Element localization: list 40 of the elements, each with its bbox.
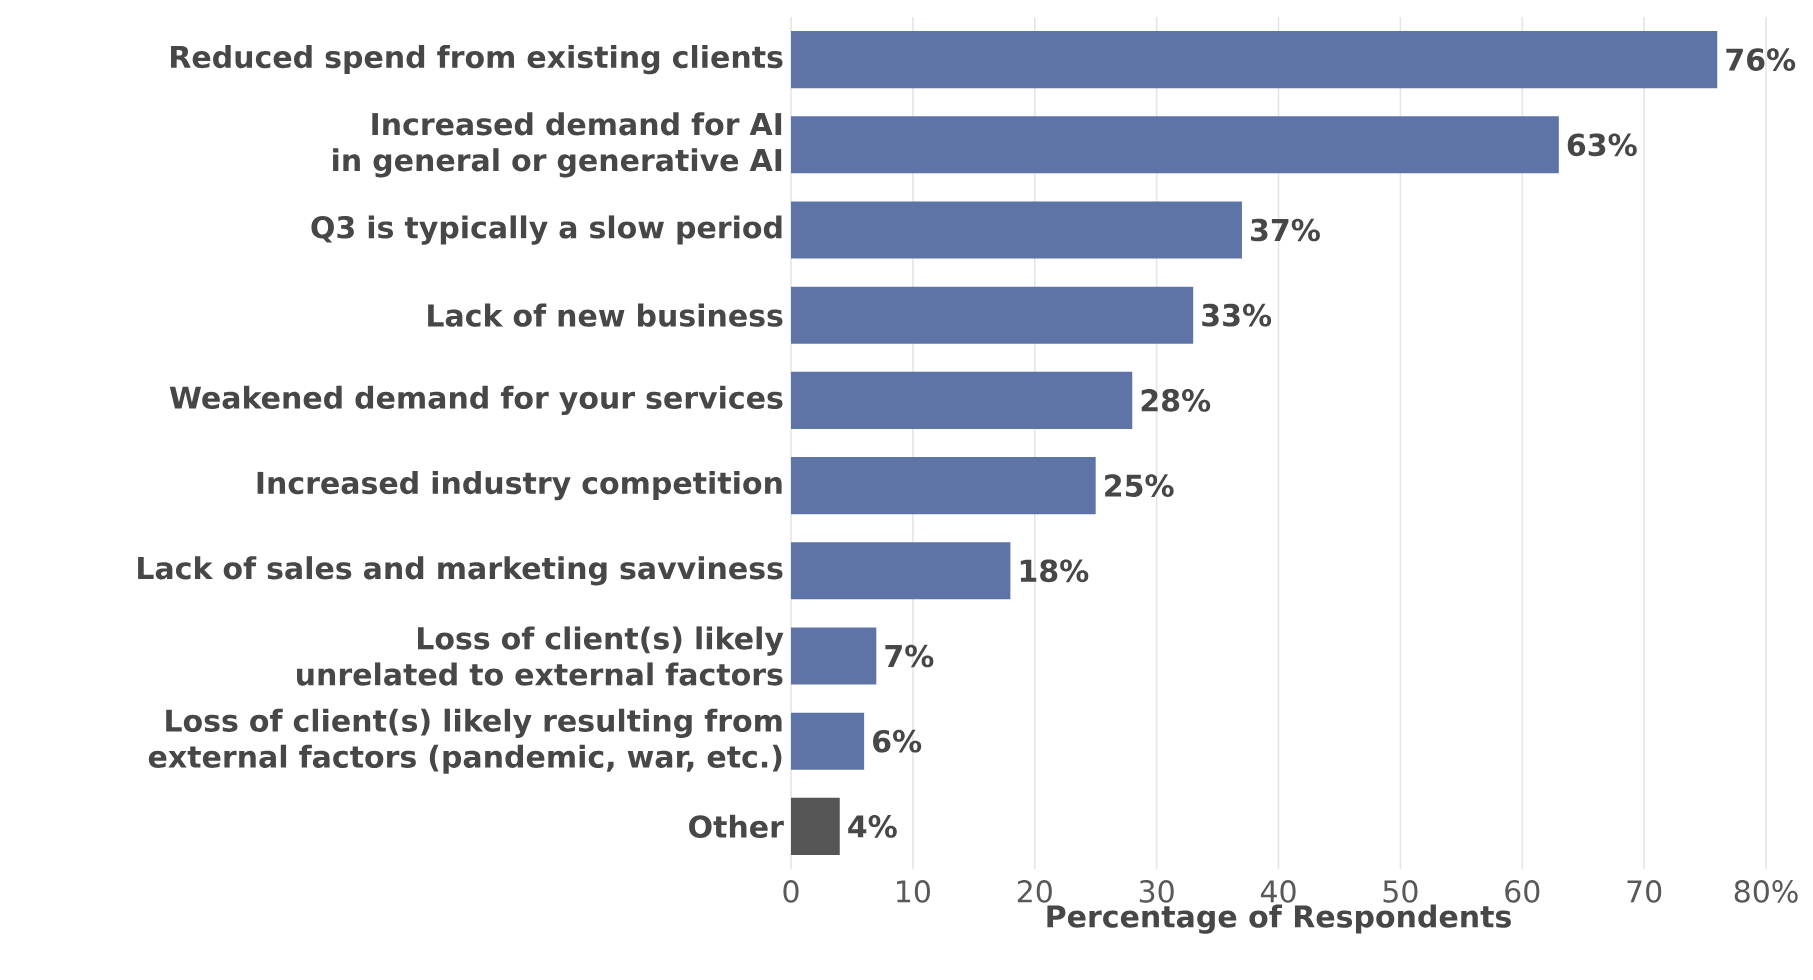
y-tick-label: Loss of client(s) likely unrelated to external factors [297,626,784,686]
x-tick-label: 60 [1505,880,1540,903]
bar [791,116,1559,174]
bar [791,627,877,685]
x-axis-title: Percentage of Respondents [1047,904,1511,934]
data-label: 4% [848,815,897,838]
y-tick-label: Other [689,814,784,839]
bar [791,457,1096,515]
x-tick-label: 0 [783,880,799,903]
data-label: 33% [1202,303,1272,327]
x-tick-label: 50 [1383,880,1418,903]
bar [791,201,1242,259]
y-tick-label: Q3 is typically a slow period [311,215,782,245]
data-label: 37% [1251,218,1320,242]
y-tick-label: Lack of sales and marketing savviness [138,556,783,586]
data-label: 6% [873,729,922,753]
x-tick-label: 20 [1017,880,1052,903]
data-label: 7% [885,644,934,668]
y-tick-label: Reduced spend from existing clients [171,45,783,75]
y-tick-label: Increased demand for AI in general or generative AI [333,112,782,178]
x-tick-label: 80% [1734,880,1798,903]
x-tick-label: 70 [1627,880,1662,903]
bar [791,542,1011,600]
data-label: 18% [1020,559,1089,583]
bar [791,31,1718,89]
data-label: 76% [1726,48,1796,71]
bar [791,286,1194,344]
x-tick-label: 40 [1260,880,1296,903]
x-tick-label: 30 [1139,880,1174,903]
bar [791,712,865,770]
data-label: 25% [1105,474,1174,497]
y-tick-label: Weakened demand for your services [169,385,783,416]
data-label: 28% [1141,389,1211,412]
y-tick-label: Loss of client(s) likely resulting from external factors (pandemic, war, etc.) [148,708,782,774]
data-label: 63% [1567,133,1637,157]
bar [791,797,840,855]
x-tick-label: 10 [897,880,930,903]
y-tick-label: Increased industry competition [257,471,782,501]
y-tick-label: Lack of new business [428,303,783,327]
bar [791,371,1133,429]
